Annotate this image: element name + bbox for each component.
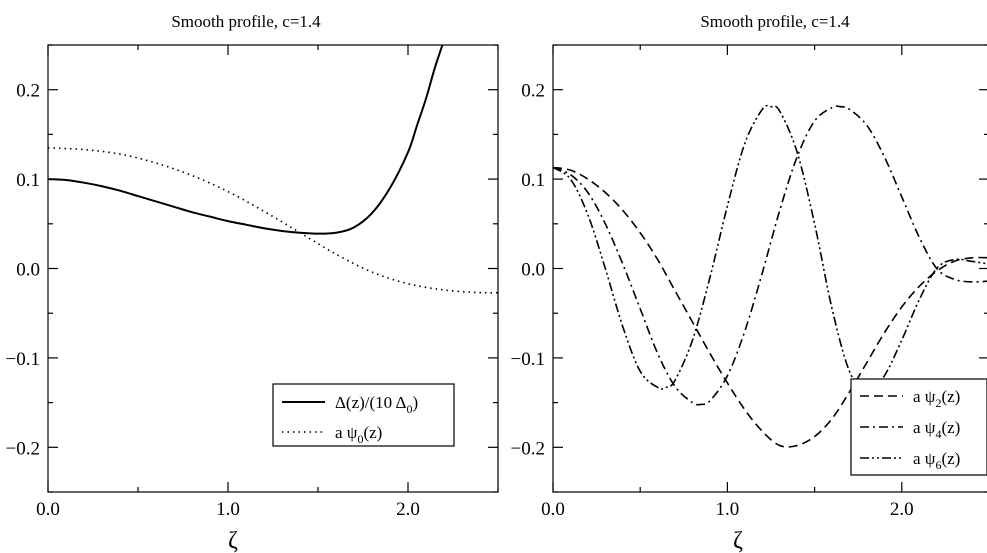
right-y-tick-label: 0.0 bbox=[521, 260, 545, 281]
left-y-tick-label: 0.1 bbox=[16, 170, 40, 191]
right-legend-label-2: a ψ6(z) bbox=[913, 449, 960, 472]
left-legend-label-1: a ψ0(z) bbox=[335, 423, 382, 446]
left-chart-panel: Smooth profile, c=1.4 0.0 1.0 2.0−0.2−0.10… bbox=[6, 12, 499, 553]
right-y-tick-label: 0.1 bbox=[521, 170, 545, 191]
right-chart-title: Smooth profile, c=1.4 bbox=[700, 12, 850, 31]
right-series-line-0 bbox=[553, 166, 987, 448]
left-legend-box bbox=[272, 383, 455, 447]
left-series-line-1 bbox=[48, 147, 498, 294]
right-y-tick-label: −0.1 bbox=[511, 349, 545, 370]
left-y-tick-label: −0.2 bbox=[6, 438, 40, 459]
left-ticks bbox=[47, 44, 499, 493]
left-legend: Δ(z)/(10 Δ0) a ψ0(z) bbox=[272, 383, 455, 447]
right-series bbox=[553, 104, 987, 448]
right-x-axis-label: ζ bbox=[733, 528, 743, 553]
right-x-tick-label: 2.0 bbox=[890, 499, 914, 520]
left-x-tick-label: 0.0 bbox=[36, 499, 60, 520]
right-y-tick-label: −0.2 bbox=[511, 438, 545, 459]
left-y-tick-label: −0.1 bbox=[6, 349, 40, 370]
left-y-tick-label: 0.2 bbox=[16, 81, 40, 102]
right-legend-label-0: a ψ2(z) bbox=[913, 387, 960, 410]
left-x-axis-label: ζ bbox=[228, 528, 238, 553]
right-series-line-1 bbox=[553, 105, 987, 406]
left-series-line-0 bbox=[48, 45, 444, 235]
right-y-tick-label: 0.2 bbox=[521, 81, 545, 102]
right-chart-panel: Smooth profile, c=1.4 0.0 1.0 2.0−0.2−0.10… bbox=[511, 12, 987, 553]
left-chart-title: Smooth profile, c=1.4 bbox=[171, 12, 321, 31]
left-y-tick-label: 0.0 bbox=[16, 260, 40, 281]
left-series bbox=[48, 45, 498, 294]
left-legend-label-0: Δ(z)/(10 Δ0) bbox=[335, 393, 418, 416]
right-tick-labels: 0.0 1.0 2.0 −0.2 −0.1 0.0 0.1 0.2 bbox=[511, 81, 914, 520]
left-x-tick-label: 2.0 bbox=[396, 499, 420, 520]
right-legend-label-1: a ψ4(z) bbox=[913, 418, 960, 441]
right-legend: a ψ2(z) a ψ4(z) a ψ6(z) bbox=[850, 378, 987, 476]
right-series-line-2 bbox=[553, 104, 987, 395]
right-x-tick-label: 1.0 bbox=[716, 499, 740, 520]
left-tick-labels: 0.0 1.0 2.0 −0.2 −0.1 0.0 0.1 0.2 bbox=[6, 81, 420, 520]
left-x-tick-label: 1.0 bbox=[216, 499, 240, 520]
right-x-tick-label: 0.0 bbox=[541, 499, 565, 520]
